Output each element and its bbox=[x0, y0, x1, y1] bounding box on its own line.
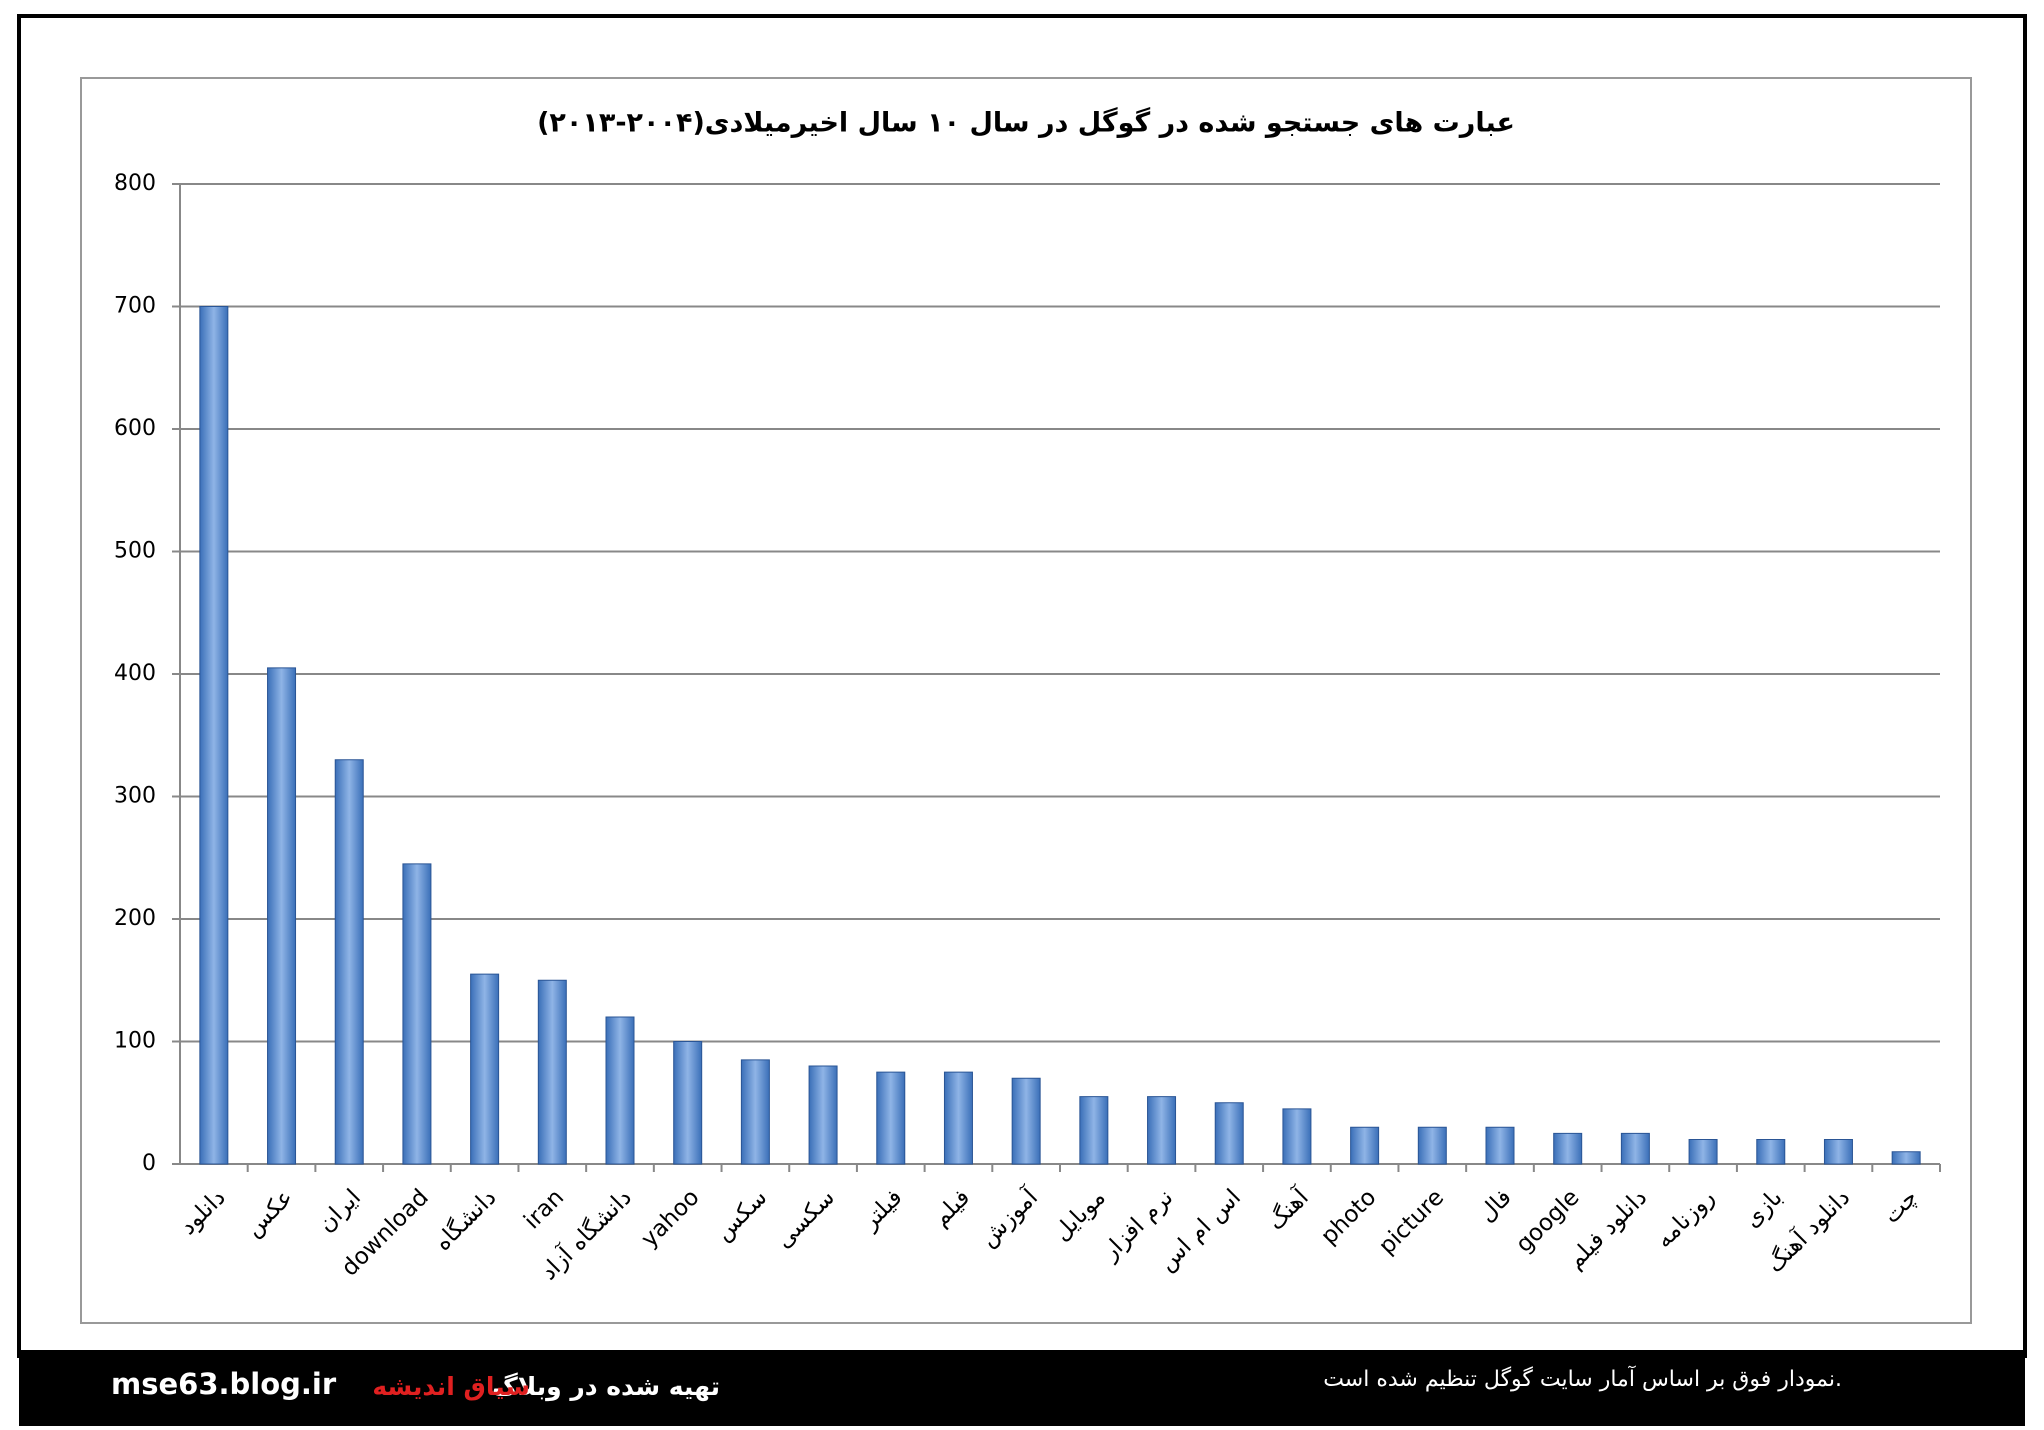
bar bbox=[673, 1041, 703, 1165]
y-tick-label: 600 bbox=[114, 416, 156, 441]
bar bbox=[1282, 1108, 1312, 1165]
footer-site: mse63.blog.ir bbox=[111, 1367, 337, 1401]
bar bbox=[740, 1059, 770, 1165]
bar bbox=[1079, 1096, 1109, 1165]
y-tick-label: 200 bbox=[114, 906, 156, 931]
bar bbox=[334, 759, 364, 1165]
bar bbox=[1891, 1151, 1921, 1165]
footer-blog-name: سیاق اندیشه bbox=[372, 1372, 530, 1401]
bar bbox=[267, 667, 297, 1165]
bar bbox=[1417, 1126, 1447, 1165]
y-tick-label: 300 bbox=[114, 784, 156, 809]
y-tick-label: 100 bbox=[114, 1029, 156, 1054]
bar bbox=[470, 973, 500, 1165]
bar bbox=[808, 1065, 838, 1165]
bar bbox=[1350, 1126, 1380, 1165]
chart-title: عبارت های جستجو شده در گوگل در سال ۱۰ سا… bbox=[537, 107, 1515, 139]
bar bbox=[1688, 1139, 1718, 1165]
footer-made-in: تهیه شده در وبلاگ bbox=[492, 1372, 720, 1402]
bar bbox=[1756, 1139, 1786, 1165]
bar bbox=[1553, 1132, 1583, 1165]
footer-band bbox=[19, 1350, 2025, 1426]
bar bbox=[199, 306, 229, 1165]
bar bbox=[402, 863, 432, 1165]
bar bbox=[1620, 1132, 1650, 1165]
bar bbox=[1147, 1096, 1177, 1165]
bar bbox=[605, 1016, 635, 1165]
y-tick-label: 500 bbox=[114, 539, 156, 564]
bar bbox=[876, 1071, 906, 1165]
y-tick-label: 800 bbox=[114, 171, 156, 196]
y-tick-label: 700 bbox=[114, 294, 156, 319]
y-tick-label: 0 bbox=[142, 1151, 156, 1176]
bar bbox=[1485, 1126, 1515, 1165]
bar bbox=[943, 1071, 973, 1165]
bar bbox=[537, 979, 567, 1165]
bar bbox=[1011, 1077, 1041, 1165]
bar bbox=[1214, 1102, 1244, 1165]
bar bbox=[1823, 1139, 1853, 1165]
y-tick-label: 400 bbox=[114, 661, 156, 686]
footer-note: نمودار فوق بر اساس آمار سایت گوگل تنظیم … bbox=[1323, 1365, 1842, 1392]
